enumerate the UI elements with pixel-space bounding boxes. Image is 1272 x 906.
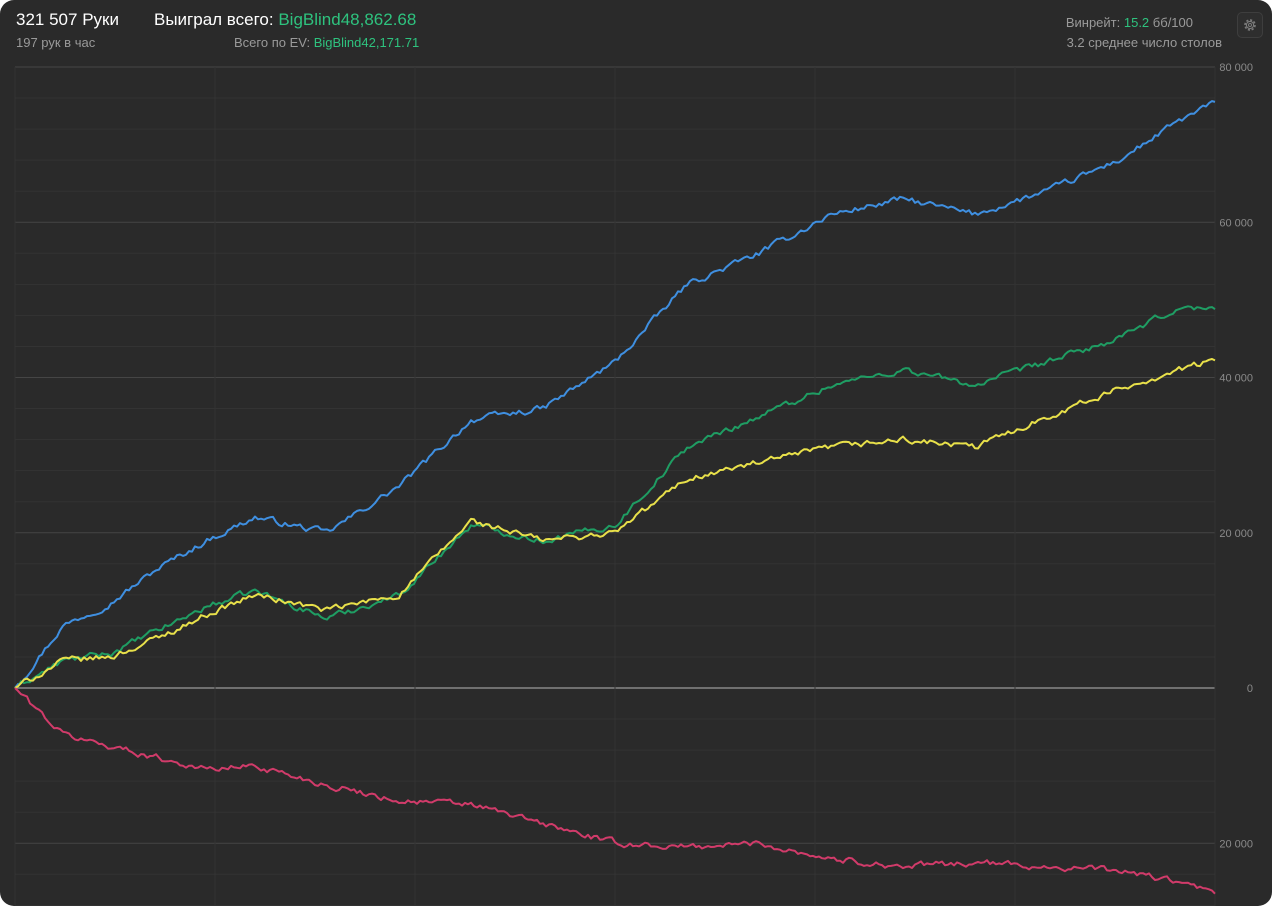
total-won: Выиграл всего: BigBlind48,862.68 — [154, 10, 416, 30]
series-line — [14, 687, 1216, 895]
avg-tables: 3.2 среднее число столов — [1066, 35, 1222, 50]
settings-button[interactable] — [1237, 12, 1263, 38]
total-ev: Всего по EV: BigBlind42,171.71 — [234, 35, 419, 50]
hands-per-hour: 197 рук в час — [16, 35, 96, 50]
chart-grid — [14, 66, 1216, 906]
y-tick-label: 80 000 — [1219, 62, 1253, 74]
y-axis: 20 000 0 20 000 40 000 60 000 80 000 — [1219, 62, 1253, 850]
series-line — [14, 100, 1216, 689]
y-tick-label: 20 000 — [1219, 838, 1253, 850]
hands-label: Руки — [82, 10, 119, 29]
series-line — [14, 305, 1216, 689]
won-label: Выиграл всего: — [154, 10, 274, 29]
gear-icon — [1244, 19, 1256, 31]
hands-value: 321 507 — [16, 10, 78, 29]
y-tick-label: 60 000 — [1219, 217, 1253, 229]
chart-series — [14, 100, 1216, 895]
series-line — [14, 358, 1216, 689]
y-tick-label: 20 000 — [1219, 528, 1253, 540]
won-value: BigBlind48,862.68 — [278, 10, 417, 29]
winrate: Винрейт: 15.2 бб/100 — [1066, 15, 1193, 30]
ev-value: BigBlind42,171.71 — [313, 35, 420, 50]
winrate-label: Винрейт: — [1065, 15, 1121, 30]
y-tick-label: 40 000 — [1219, 373, 1253, 385]
ev-label: Всего по EV: — [234, 35, 311, 50]
winrate-unit: бб/100 — [1152, 15, 1193, 30]
y-tick-label: 0 — [1247, 683, 1253, 695]
hands-count: 321 507 Руки — [16, 10, 119, 30]
winrate-value: 15.2 — [1123, 15, 1150, 30]
